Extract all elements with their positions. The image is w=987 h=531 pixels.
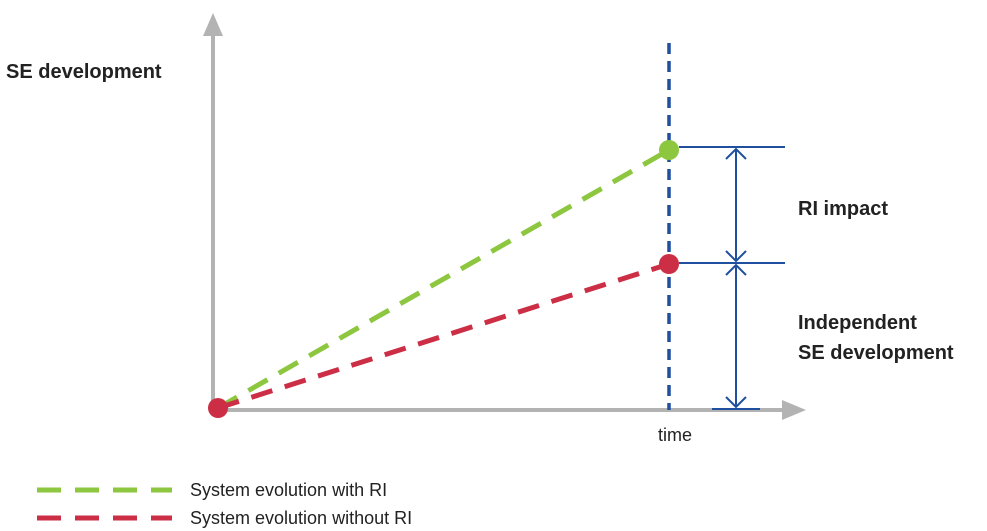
legend-item-without-ri: System evolution without RI (37, 508, 412, 528)
with-ri-line (216, 147, 671, 411)
x-axis-label: time (658, 425, 692, 445)
legend-item-with-ri: System evolution with RI (37, 480, 387, 500)
with-ri-endpoint (659, 140, 679, 160)
x-axis-arrowhead (782, 400, 806, 420)
y-axis-label: SE development (6, 61, 162, 83)
ri-impact-label: RI impact (798, 198, 888, 220)
legend-label-with-ri: System evolution with RI (190, 480, 387, 500)
independent-label-line2: SE development (798, 342, 954, 364)
independent-label-line1: Independent (798, 312, 917, 334)
y-axis-arrowhead (203, 13, 223, 36)
without-ri-endpoint (659, 254, 679, 274)
ri-impact-arrow (725, 147, 747, 263)
legend: System evolution with RI System evolutio… (37, 480, 412, 528)
axes (203, 13, 806, 420)
origin-point (208, 398, 228, 418)
without-ri-line (217, 261, 670, 411)
independent-se-arrow (725, 263, 747, 409)
legend-label-without-ri: System evolution without RI (190, 508, 412, 528)
